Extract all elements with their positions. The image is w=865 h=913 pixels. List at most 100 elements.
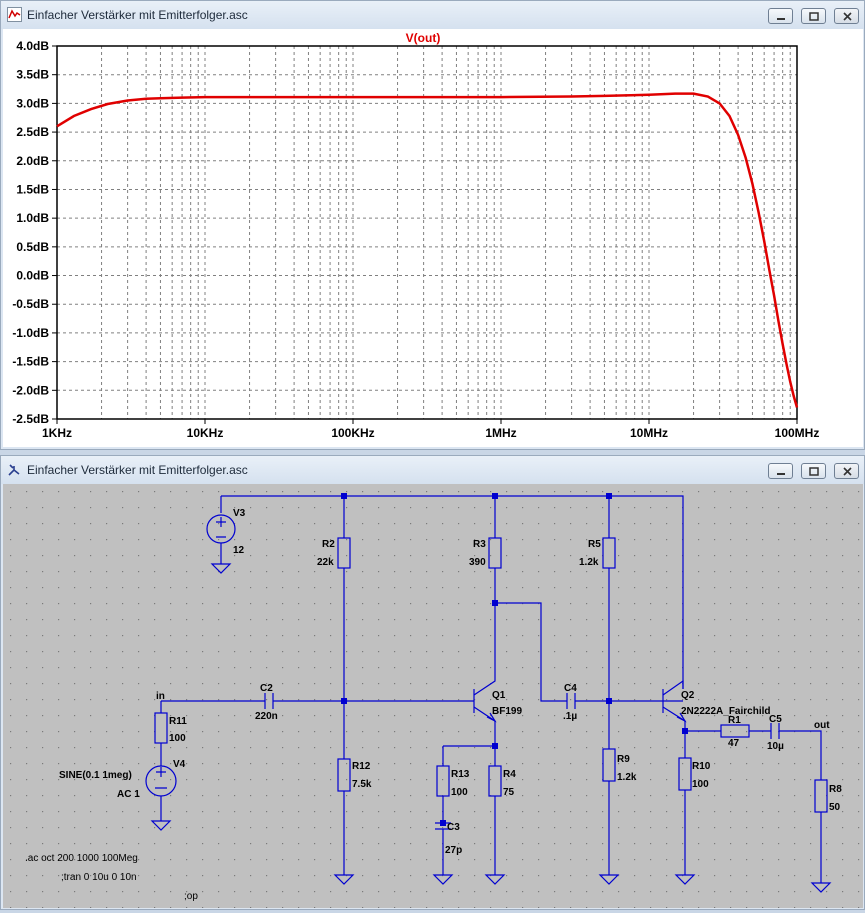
source-v3[interactable]: [206, 514, 236, 574]
label-v3-val[interactable]: 12: [233, 545, 245, 556]
x-tick-label: 1KHz: [42, 426, 72, 440]
plot-pane[interactable]: 4.0dB 3.5dB 3.0dB 2.5dB 2.0dB 1.5dB 1.0dB 0.5dB…: [3, 29, 863, 447]
ground-r12: [333, 874, 355, 885]
capacitor-c5[interactable]: [770, 723, 780, 739]
wire-input[interactable]: [160, 700, 474, 821]
schematic-canvas[interactable]: V3 12 R2 22k R3 390 R5 1.2k in C2 220n Q…: [3, 484, 863, 908]
label-r11-val[interactable]: 100: [169, 733, 186, 744]
label-r4[interactable]: R4: [503, 769, 516, 780]
wire-top-rail[interactable]: [221, 495, 684, 689]
label-r13-val[interactable]: 100: [451, 787, 468, 798]
restore-button[interactable]: [801, 8, 826, 24]
resistor-r12[interactable]: [337, 758, 351, 792]
minimize-button[interactable]: [768, 8, 793, 24]
schematic-window-titlebar[interactable]: Einfacher Verstärker mit Emitterfolger.a…: [1, 456, 864, 484]
label-v4-val2[interactable]: AC 1: [117, 789, 140, 800]
label-r8-val[interactable]: 50: [829, 802, 841, 813]
spice-directive-ac[interactable]: .ac oct 200 1000 100Meg: [25, 853, 138, 864]
ground-c3: [432, 874, 454, 885]
label-c2[interactable]: C2: [260, 683, 273, 694]
schematic-restore-button[interactable]: [801, 463, 826, 479]
label-v4-val1[interactable]: SINE(0.1 1meg): [59, 770, 132, 781]
label-c3[interactable]: C3: [447, 822, 460, 833]
y-tick-label: 3.0dB: [16, 96, 49, 110]
resistor-r8[interactable]: [814, 779, 828, 813]
label-c5-val[interactable]: 10µ: [767, 741, 784, 752]
wire-q1-emitter[interactable]: [442, 745, 496, 875]
resistor-r13[interactable]: [436, 765, 450, 797]
resistor-r2[interactable]: [337, 537, 351, 569]
resistor-r4[interactable]: [488, 765, 502, 797]
wire-q2-emitter[interactable]: [684, 730, 822, 883]
spice-directive-op[interactable]: ;op: [184, 891, 198, 902]
y-tick-label: -0.5dB: [12, 297, 49, 311]
label-v4[interactable]: V4: [173, 759, 186, 770]
label-r12-val[interactable]: 7.5k: [352, 779, 372, 790]
label-c4[interactable]: C4: [564, 683, 577, 694]
label-r3[interactable]: R3: [473, 539, 486, 550]
ground-r10: [674, 874, 696, 885]
label-r2-val[interactable]: 22k: [317, 557, 334, 568]
waveform-app-icon: [7, 7, 22, 22]
label-q1[interactable]: Q1: [492, 690, 506, 701]
label-q2[interactable]: Q2: [681, 690, 695, 701]
label-r8[interactable]: R8: [829, 784, 842, 795]
resistor-r11[interactable]: [154, 712, 168, 744]
label-r1[interactable]: R1: [728, 715, 741, 726]
label-out[interactable]: out: [814, 720, 830, 731]
label-r4-val[interactable]: 75: [503, 787, 515, 798]
wire-r3[interactable]: [494, 496, 683, 702]
x-tick-label: 10KHz: [187, 426, 224, 440]
label-r5-val[interactable]: 1.2k: [579, 557, 599, 568]
schematic-drawing[interactable]: V3 12 R2 22k R3 390 R5 1.2k in C2 220n Q…: [3, 484, 863, 908]
label-r3-val[interactable]: 390: [469, 557, 486, 568]
transistor-q2[interactable]: [662, 679, 687, 731]
ground-r9: [598, 874, 620, 885]
label-r2[interactable]: R2: [322, 539, 335, 550]
schematic-window: Einfacher Verstärker mit Emitterfolger.a…: [0, 455, 865, 910]
plot-window-titlebar[interactable]: Einfacher Verstärker mit Emitterfolger.a…: [1, 1, 864, 29]
spice-directive-tran[interactable]: ;tran 0 10u 0 10n: [61, 872, 137, 883]
label-q1-model[interactable]: BF199: [492, 706, 522, 717]
plot-window-title: Einfacher Verstärker mit Emitterfolger.a…: [27, 8, 248, 22]
schematic-minimize-button[interactable]: [768, 463, 793, 479]
label-q2-model[interactable]: 2N2222A_Fairchild: [681, 706, 771, 717]
label-r9[interactable]: R9: [617, 754, 630, 765]
close-button[interactable]: [834, 8, 859, 24]
resistor-r5[interactable]: [602, 537, 616, 569]
resistor-r1[interactable]: [720, 724, 750, 738]
trace-vout: [56, 92, 799, 408]
label-r11[interactable]: R11: [169, 716, 187, 727]
label-r13[interactable]: R13: [451, 769, 470, 780]
ground-r4: [484, 874, 506, 885]
label-r9-val[interactable]: 1.2k: [617, 772, 637, 783]
y-tick-label: 0.5dB: [16, 240, 49, 254]
label-in[interactable]: in: [156, 691, 165, 702]
y-tick-label: -2.5dB: [12, 412, 49, 426]
y-tick-label: 2.5dB: [16, 125, 49, 139]
label-r10[interactable]: R10: [692, 761, 711, 772]
restore-icon: [809, 12, 819, 21]
label-r1-val[interactable]: 47: [728, 738, 740, 749]
label-r12[interactable]: R12: [352, 761, 371, 772]
resistor-r9[interactable]: [602, 748, 616, 782]
transistor-q1[interactable]: [473, 606, 497, 746]
label-r10-val[interactable]: 100: [692, 779, 709, 790]
resistor-r3[interactable]: [488, 537, 502, 569]
capacitor-c2[interactable]: [264, 693, 274, 709]
label-r5[interactable]: R5: [588, 539, 601, 550]
label-c5[interactable]: C5: [769, 714, 782, 725]
capacitor-c4[interactable]: [566, 693, 576, 709]
x-tick-label: 10MHz: [630, 426, 668, 440]
x-tick-label: 100KHz: [331, 426, 374, 440]
source-v4[interactable]: [145, 765, 177, 831]
label-c3-val[interactable]: 27p: [445, 845, 462, 856]
y-tick-label: 1.5dB: [16, 182, 49, 196]
schematic-close-button[interactable]: [834, 463, 859, 479]
label-c2-val[interactable]: 220n: [255, 711, 278, 722]
resistor-r10[interactable]: [678, 757, 692, 791]
label-c4-val[interactable]: .1µ: [563, 711, 577, 722]
bode-plot[interactable]: 4.0dB 3.5dB 3.0dB 2.5dB 2.0dB 1.5dB 1.0dB 0.5dB…: [3, 29, 863, 447]
label-v3[interactable]: V3: [233, 508, 246, 519]
schematic-app-icon: [8, 464, 20, 476]
